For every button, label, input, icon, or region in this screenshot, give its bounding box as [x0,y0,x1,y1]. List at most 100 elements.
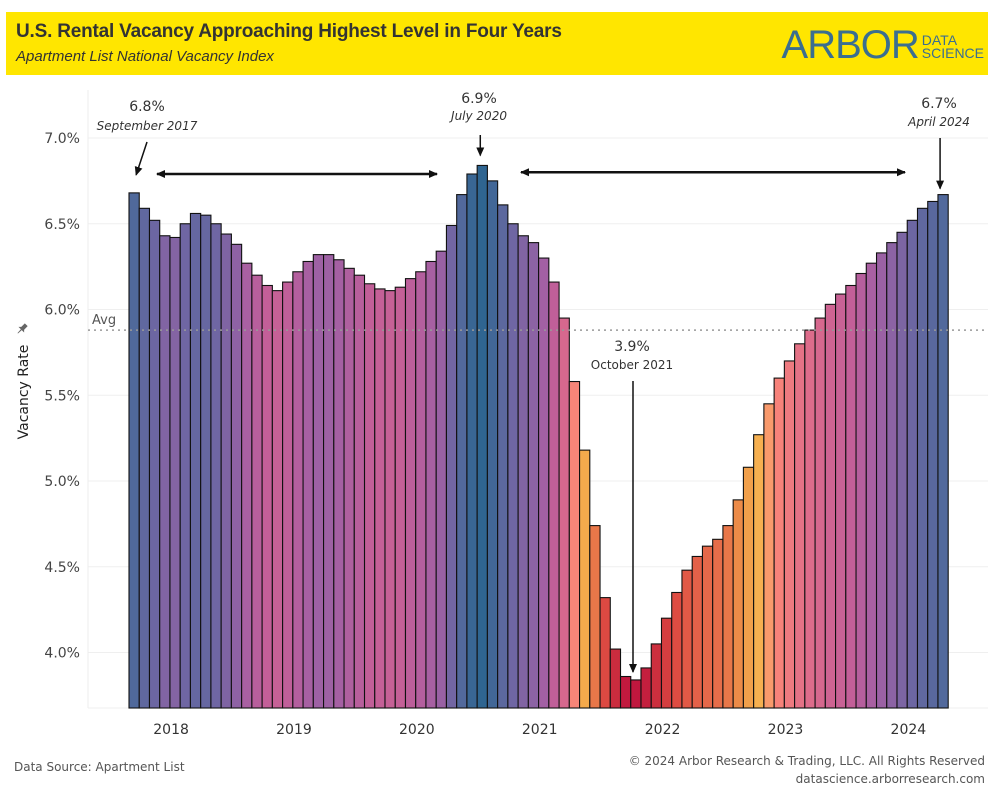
bar [538,257,550,709]
bar [691,555,703,709]
chart-title: U.S. Rental Vacancy Approaching Highest … [16,21,562,42]
bar [763,403,775,709]
bar [415,271,427,709]
bar [599,597,611,709]
annotation: 3.9% October 2021 [591,339,673,673]
bar [896,231,908,709]
header-banner: U.S. Rental Vacancy Approaching Highest … [6,12,988,75]
bar [619,675,632,709]
bar [712,538,724,709]
y-axis-ticks: 4.0% 4.5% 5.0% 5.5% 6.0% 6.5% 7.0% [44,131,80,662]
bar [384,290,396,709]
bar [886,242,898,709]
y-tick-label: 4.0% [44,646,80,662]
x-tick-label: 2019 [276,722,312,738]
bar [794,343,806,709]
bar [609,648,622,709]
bar [394,286,407,709]
logo-wordmark: ARBOR [781,23,920,67]
bar [425,260,437,709]
bars [128,164,949,709]
bar [507,223,519,709]
x-axis-ticks: 2018 2019 2020 2021 2022 2023 2024 [153,722,926,738]
y-tick-label: 6.5% [44,217,80,233]
bar [753,434,765,709]
bar [517,235,529,709]
bar [466,173,478,709]
average-label: Avg [92,313,116,328]
annotation: 6.8% September 2017 [97,99,198,176]
bar [824,303,837,709]
annotation: 6.7% April 2024 [907,96,970,190]
arbor-logo: ARBOR DATA SCIENCE [782,20,984,70]
bar [189,212,202,709]
annotation-date: April 2024 [907,115,970,129]
bar [527,242,540,709]
bar [548,281,560,709]
bar [200,214,212,709]
annotation-arrow-icon [134,141,148,176]
annotation-value: 6.9% [461,91,497,107]
bar [927,200,939,709]
annotations: 6.8% September 2017 6.9% July 2020 3.9% Octob… [97,91,970,673]
bar [282,281,294,709]
y-tick-label: 6.0% [44,303,80,319]
logo-subtext: DATA SCIENCE [921,31,984,61]
annotation-date: October 2021 [591,358,673,372]
annotation-value: 6.8% [129,99,165,115]
bar [579,449,591,709]
bar [343,267,355,709]
bar [660,617,673,709]
bar [374,288,386,709]
annotation-value: 6.7% [921,96,957,112]
bar [251,274,263,709]
bar [804,329,816,709]
bar [701,545,714,709]
bar [671,591,683,709]
copyright-text: © 2024 Arbor Research & Trading, LLC. Al… [628,754,985,768]
x-tick-label: 2024 [891,722,927,738]
bar [323,254,335,709]
bar [722,525,734,709]
bar [148,219,161,709]
footer-credits: © 2024 Arbor Research & Trading, LLC. Al… [629,752,985,788]
bar [845,284,857,709]
bar [875,252,888,709]
bar [497,204,509,709]
bar [292,271,304,709]
annotation-date: July 2020 [449,109,507,123]
logo-sub-line1: DATA [921,31,958,48]
bar [353,274,366,709]
chart-subtitle: Apartment List National Vacancy Index [16,48,274,65]
bar [773,377,785,709]
bar [476,164,488,709]
bar [302,260,314,709]
y-tick-label: 7.0% [44,131,80,147]
y-tick-label: 5.5% [44,388,80,404]
bar [138,207,151,709]
website-link[interactable]: datascience.arborresearch.com [795,772,985,786]
x-tick-label: 2022 [645,722,681,738]
bar [363,283,376,709]
x-tick-label: 2023 [768,722,804,738]
bar [435,250,447,709]
annotation-value: 3.9% [614,339,650,355]
y-axis-label: Vacancy Rate [16,345,32,440]
x-tick-label: 2018 [153,722,189,738]
data-source: Data Source: Apartment List [14,760,185,774]
bar [814,317,826,709]
bar [640,667,652,709]
bar [271,290,284,709]
bar [630,679,642,709]
bar [783,360,796,709]
bar [128,192,140,709]
annotation-date: September 2017 [97,119,198,133]
bar [568,380,581,709]
bar [855,272,867,709]
y-tick-label: 4.5% [44,560,80,576]
bar [486,180,499,709]
bar [220,233,232,709]
pin-icon [17,323,28,334]
annotation: 6.9% July 2020 [449,91,507,157]
bar [916,207,929,709]
